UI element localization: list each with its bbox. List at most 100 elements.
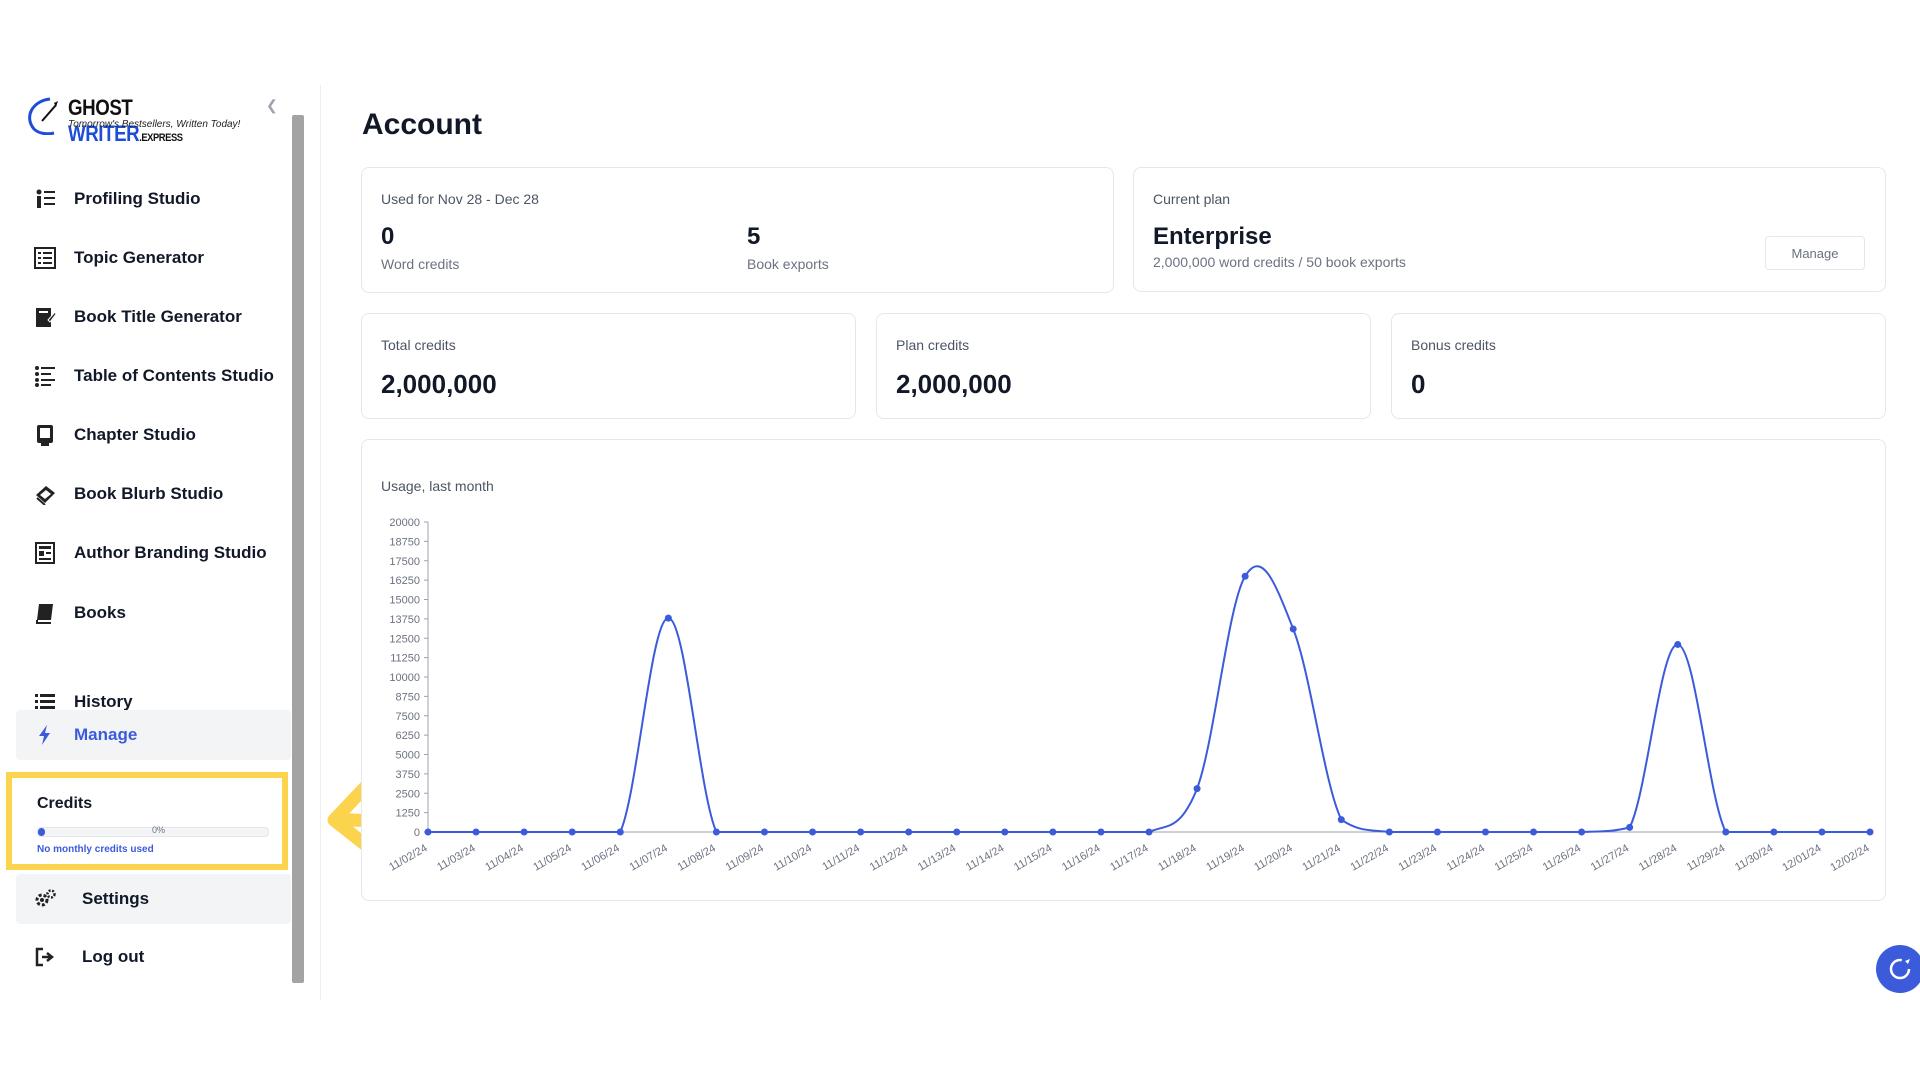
data-point bbox=[1145, 828, 1153, 836]
data-point bbox=[664, 614, 672, 622]
sidebar-item-label: Manage bbox=[74, 725, 138, 744]
y-tick-label: 16250 bbox=[389, 575, 420, 587]
sidebar-item-author-branding-studio[interactable]: Author Branding Studio bbox=[16, 529, 291, 577]
logo-text-3: .EXPRESS bbox=[139, 132, 183, 144]
sidebar-item-label: Profiling Studio bbox=[74, 189, 201, 208]
sidebar-item-label: History bbox=[74, 692, 133, 711]
plan-credits-value: 2,000,000 bbox=[896, 369, 1012, 399]
x-tick-label: 11/16/24 bbox=[1060, 842, 1102, 873]
sidebar-item-label: Book Title Generator bbox=[74, 307, 242, 326]
sidebar-item-topic-generator[interactable]: Topic Generator bbox=[16, 234, 291, 282]
bonus-credits-label: Bonus credits bbox=[1411, 337, 1496, 353]
logout-icon bbox=[32, 944, 58, 970]
data-point bbox=[953, 828, 961, 836]
manage-plan-button[interactable]: Manage bbox=[1765, 236, 1865, 270]
sidebar-item-label: Book Blurb Studio bbox=[74, 484, 224, 503]
data-point bbox=[1337, 816, 1345, 824]
data-point bbox=[1481, 828, 1489, 836]
toc-icon bbox=[32, 363, 58, 389]
sidebar-item-history[interactable]: History bbox=[16, 678, 291, 726]
x-tick-label: 11/23/24 bbox=[1397, 842, 1439, 873]
x-tick-label: 11/05/24 bbox=[531, 842, 573, 873]
bolt-icon bbox=[32, 722, 58, 748]
data-point bbox=[905, 828, 913, 836]
data-point bbox=[1049, 828, 1057, 836]
credits-title: Credits bbox=[37, 795, 93, 812]
gears-icon bbox=[32, 886, 58, 912]
y-tick-label: 13750 bbox=[389, 614, 420, 626]
y-tick-label: 0 bbox=[414, 827, 420, 839]
x-tick-label: 11/13/24 bbox=[916, 842, 958, 873]
plan-credits-label: Plan credits bbox=[896, 337, 970, 353]
branding-icon bbox=[32, 540, 58, 566]
y-tick-label: 10000 bbox=[389, 672, 420, 684]
data-point bbox=[712, 828, 720, 836]
data-point bbox=[1770, 828, 1778, 836]
x-tick-label: 11/21/24 bbox=[1300, 842, 1342, 873]
usage-chart: 0 1250 2500 3750 5000 6250 7500 8750 10000 11250 1… bbox=[387, 517, 1874, 874]
sidebar-item-profiling-studio[interactable]: Profiling Studio bbox=[16, 175, 291, 223]
data-point bbox=[520, 828, 528, 836]
y-tick-label: 15000 bbox=[389, 595, 420, 607]
sidebar-item-book-title-generator[interactable]: Book Title Generator bbox=[16, 293, 291, 341]
y-tick-label: 3750 bbox=[396, 769, 420, 781]
sidebar-item-label: Books bbox=[74, 603, 126, 622]
x-tick-label: 11/24/24 bbox=[1445, 842, 1487, 873]
x-tick-label: 11/07/24 bbox=[627, 842, 669, 873]
y-tick-label: 2500 bbox=[396, 788, 420, 800]
data-point bbox=[1097, 828, 1105, 836]
main-content: Account Used for Nov 28 - Dec 28 0 Word … bbox=[360, 0, 1900, 1080]
usage-line bbox=[428, 565, 1870, 833]
x-tick-label: 11/02/24 bbox=[387, 842, 429, 873]
x-tick-label: 11/26/24 bbox=[1541, 842, 1583, 873]
sidebar-item-settings[interactable]: Settings bbox=[16, 874, 291, 924]
data-point bbox=[760, 828, 768, 836]
x-tick-label: 11/15/24 bbox=[1012, 842, 1054, 873]
chapter-icon bbox=[32, 422, 58, 448]
total-credits-label: Total credits bbox=[381, 337, 456, 353]
collapse-sidebar-icon[interactable]: ❮ bbox=[266, 97, 278, 113]
y-tick-label: 7500 bbox=[396, 711, 420, 723]
page-title: Account bbox=[362, 108, 482, 141]
data-point bbox=[1530, 828, 1538, 836]
word-credits-value: 0 bbox=[381, 223, 395, 250]
data-point bbox=[1674, 640, 1682, 648]
list-icon bbox=[32, 689, 58, 715]
x-tick-label: 11/10/24 bbox=[772, 842, 814, 873]
usage-chart-card: Usage, last month 0 1250 2500 3750 5000 6250 7… bbox=[361, 439, 1886, 901]
y-tick-label: 8750 bbox=[396, 691, 420, 703]
support-chat-button[interactable] bbox=[1876, 945, 1920, 993]
sidebar-scrollbar[interactable] bbox=[292, 115, 304, 983]
x-tick-label: 12/02/24 bbox=[1828, 842, 1871, 874]
data-point bbox=[568, 828, 576, 836]
credits-progress-fill bbox=[38, 828, 45, 836]
y-tick-label: 6250 bbox=[396, 730, 420, 742]
book-exports-value: 5 bbox=[747, 223, 761, 250]
data-point bbox=[1001, 828, 1009, 836]
data-point bbox=[1193, 785, 1201, 793]
topic-list-icon bbox=[32, 245, 58, 271]
logo-text-2: WRITER bbox=[68, 121, 140, 146]
logo[interactable]: GHOST WRITER.EXPRESS Tomorrow's Bestsell… bbox=[20, 95, 270, 146]
logo-text-1: GHOST bbox=[68, 95, 133, 120]
x-tick-label: 11/20/24 bbox=[1252, 842, 1294, 873]
sidebar-item-manage[interactable]: Manage bbox=[16, 710, 291, 760]
x-tick-label: 11/12/24 bbox=[868, 842, 910, 873]
x-tick-label: 11/14/24 bbox=[964, 842, 1006, 873]
y-tick-label: 18750 bbox=[389, 536, 420, 548]
data-point bbox=[1385, 828, 1393, 836]
sidebar-item-books[interactable]: Books bbox=[16, 589, 291, 637]
sidebar-divider bbox=[320, 85, 321, 1000]
chat-bubble-icon bbox=[1889, 958, 1911, 980]
sidebar-item-chapter-studio[interactable]: Chapter Studio bbox=[16, 411, 291, 459]
sidebar-item-logout[interactable]: Log out bbox=[16, 933, 291, 981]
x-tick-label: 11/11/24 bbox=[820, 842, 862, 873]
sidebar-item-toc-studio[interactable]: Table of Contents Studio bbox=[16, 352, 291, 400]
credits-panel[interactable]: Credits 0% No monthly credits used bbox=[6, 772, 288, 870]
x-tick-label: 11/28/24 bbox=[1637, 842, 1679, 873]
sidebar-item-book-blurb-studio[interactable]: Book Blurb Studio bbox=[16, 470, 291, 518]
x-tick-label: 11/06/24 bbox=[579, 842, 621, 873]
x-tick-label: 11/29/24 bbox=[1685, 842, 1727, 873]
total-credits-value: 2,000,000 bbox=[381, 369, 497, 399]
x-tick-label: 11/17/24 bbox=[1108, 842, 1150, 873]
